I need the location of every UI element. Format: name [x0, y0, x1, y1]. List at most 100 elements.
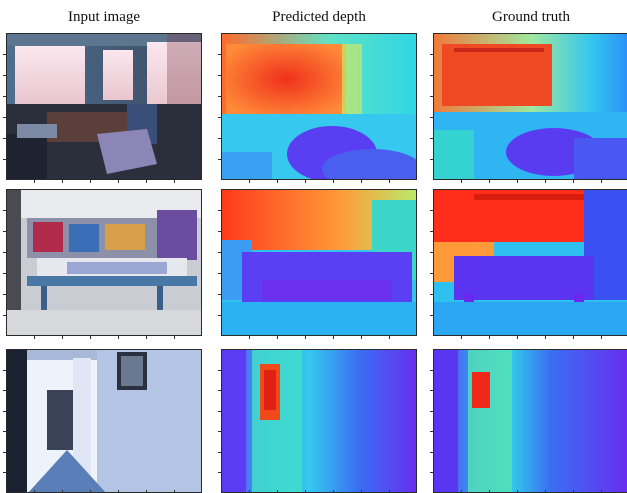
predicted-depth-row-1	[221, 33, 417, 180]
tick-mark	[218, 231, 221, 232]
tick-mark	[90, 180, 91, 183]
tick-mark	[361, 180, 362, 183]
tick-mark	[3, 117, 6, 118]
tick-mark	[430, 96, 433, 97]
tick-mark	[218, 273, 221, 274]
tick-mark	[174, 336, 175, 339]
tick-mark	[90, 490, 91, 493]
tick-mark	[573, 490, 574, 493]
ground-truth-row-1	[433, 33, 627, 180]
tick-mark	[361, 490, 362, 493]
tick-mark	[277, 336, 278, 339]
tick-mark	[249, 180, 250, 183]
tick-mark	[489, 490, 490, 493]
column-header-ground-truth: Ground truth	[492, 9, 570, 25]
tick-mark	[430, 411, 433, 412]
tick-mark	[461, 180, 462, 183]
tick-mark	[118, 490, 119, 493]
tick-mark	[218, 96, 221, 97]
ground-truth-row-3	[433, 349, 627, 493]
tick-mark	[461, 490, 462, 493]
tick-mark	[3, 431, 6, 432]
tick-mark	[218, 252, 221, 253]
tick-mark	[34, 180, 35, 183]
tick-mark	[489, 336, 490, 339]
tick-mark	[305, 490, 306, 493]
tick-mark	[545, 490, 546, 493]
tick-mark	[601, 490, 602, 493]
tick-mark	[430, 390, 433, 391]
predicted-depth-row-2	[221, 189, 417, 336]
tick-mark	[430, 452, 433, 453]
tick-mark	[389, 490, 390, 493]
tick-mark	[573, 180, 574, 183]
tick-mark	[517, 180, 518, 183]
tick-mark	[389, 180, 390, 183]
tick-mark	[3, 370, 6, 371]
tick-mark	[3, 75, 6, 76]
tick-mark	[3, 210, 6, 211]
tick-mark	[218, 210, 221, 211]
tick-mark	[277, 490, 278, 493]
tick-mark	[62, 180, 63, 183]
tick-mark	[430, 273, 433, 274]
tick-mark	[218, 431, 221, 432]
tick-mark	[218, 452, 221, 453]
tick-mark	[3, 452, 6, 453]
tick-mark	[430, 138, 433, 139]
tick-mark	[361, 336, 362, 339]
tick-mark	[517, 336, 518, 339]
tick-mark	[218, 54, 221, 55]
tick-mark	[517, 490, 518, 493]
tick-mark	[249, 336, 250, 339]
tick-mark	[218, 138, 221, 139]
tick-mark	[3, 390, 6, 391]
tick-mark	[601, 180, 602, 183]
tick-mark	[218, 315, 221, 316]
tick-mark	[174, 180, 175, 183]
tick-mark	[430, 159, 433, 160]
tick-mark	[218, 370, 221, 371]
input-image-row-3	[6, 349, 202, 493]
tick-mark	[218, 117, 221, 118]
tick-mark	[146, 336, 147, 339]
tick-mark	[430, 75, 433, 76]
ground-truth-row-2	[433, 189, 627, 336]
tick-mark	[218, 472, 221, 473]
tick-mark	[62, 490, 63, 493]
column-header-predicted-depth: Predicted depth	[272, 9, 366, 25]
input-image-row-1	[6, 33, 202, 180]
tick-mark	[146, 490, 147, 493]
tick-mark	[430, 231, 433, 232]
tick-mark	[430, 315, 433, 316]
tick-mark	[430, 54, 433, 55]
tick-mark	[218, 75, 221, 76]
tick-mark	[430, 294, 433, 295]
tick-mark	[3, 54, 6, 55]
tick-mark	[430, 117, 433, 118]
tick-mark	[3, 252, 6, 253]
tick-mark	[305, 336, 306, 339]
tick-mark	[34, 490, 35, 493]
tick-mark	[277, 180, 278, 183]
tick-mark	[146, 180, 147, 183]
tick-mark	[333, 336, 334, 339]
tick-mark	[430, 431, 433, 432]
tick-mark	[545, 180, 546, 183]
tick-mark	[430, 370, 433, 371]
tick-mark	[333, 490, 334, 493]
predicted-depth-row-3	[221, 349, 417, 493]
tick-mark	[3, 231, 6, 232]
tick-mark	[545, 336, 546, 339]
tick-mark	[3, 159, 6, 160]
tick-mark	[249, 490, 250, 493]
tick-mark	[430, 252, 433, 253]
tick-mark	[218, 159, 221, 160]
tick-mark	[3, 315, 6, 316]
tick-mark	[3, 411, 6, 412]
tick-mark	[3, 96, 6, 97]
tick-mark	[489, 180, 490, 183]
tick-mark	[430, 472, 433, 473]
tick-mark	[573, 336, 574, 339]
input-image-row-2	[6, 189, 202, 336]
